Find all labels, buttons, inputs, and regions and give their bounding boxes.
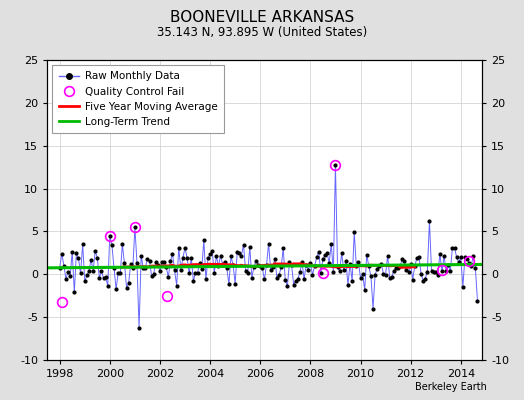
Text: Berkeley Earth: Berkeley Earth [416,382,487,392]
Legend: Raw Monthly Data, Quality Control Fail, Five Year Moving Average, Long-Term Tren: Raw Monthly Data, Quality Control Fail, … [52,65,224,133]
Text: BOONEVILLE ARKANSAS: BOONEVILLE ARKANSAS [170,10,354,25]
Text: 35.143 N, 93.895 W (United States): 35.143 N, 93.895 W (United States) [157,26,367,39]
